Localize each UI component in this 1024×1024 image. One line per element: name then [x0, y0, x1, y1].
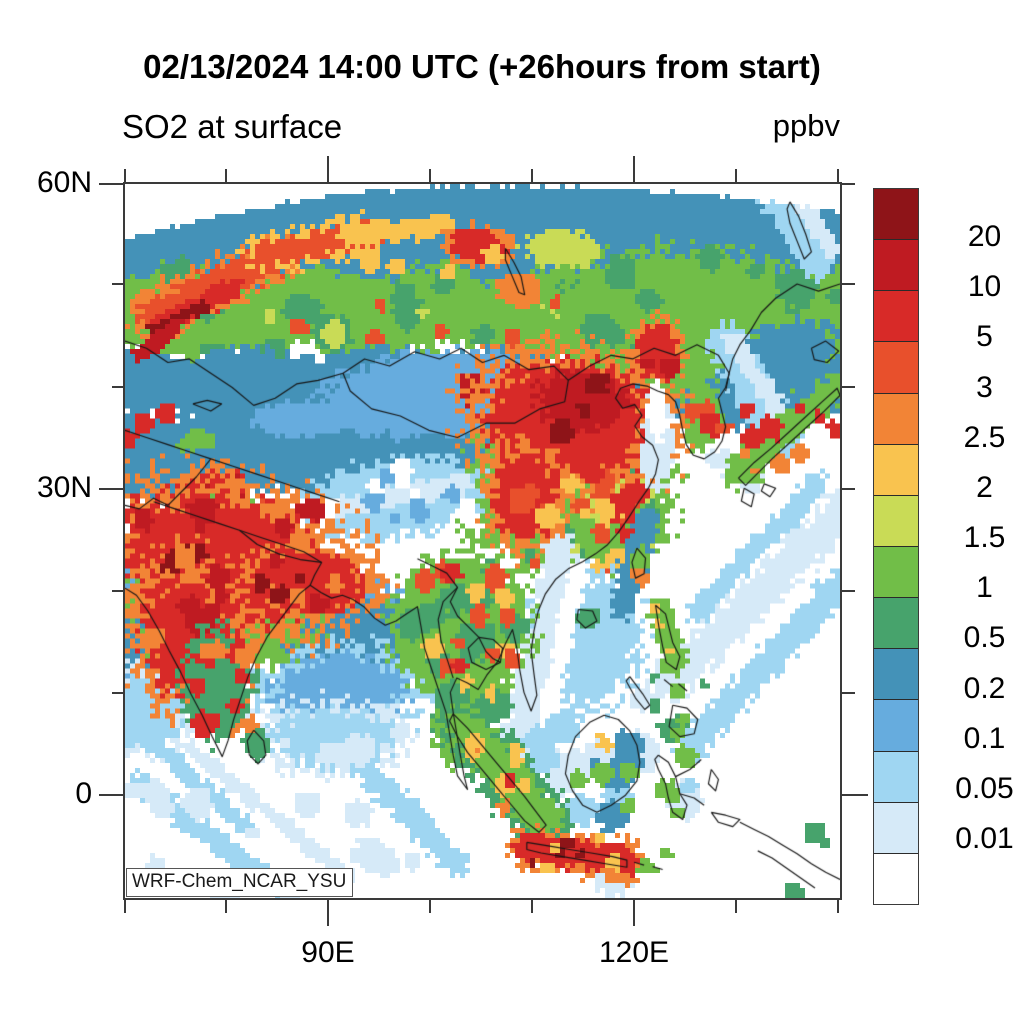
colorbar-segment	[874, 852, 918, 904]
lat-label-60n: 60N	[36, 166, 92, 199]
colorbar-label-0.5: 0.5	[963, 621, 1006, 655]
map-frame: WRF-Chem_NCAR_YSU	[123, 182, 842, 900]
colorbar-segment	[874, 189, 918, 240]
colorbar-segment	[874, 443, 918, 495]
colorbar-label-10: 10	[967, 270, 1002, 304]
bottom-axis-tick	[837, 900, 839, 913]
top-axis-tick	[837, 169, 839, 182]
variable-label: SO2 at surface	[122, 108, 343, 145]
right-axis-tick	[842, 183, 855, 185]
bottom-axis-tick	[633, 900, 635, 926]
model-watermark: WRF-Chem_NCAR_YSU	[126, 868, 354, 897]
colorbar-label-0.01: 0.01	[955, 821, 1014, 855]
left-axis-tick	[112, 283, 125, 285]
colorbar-label-2: 2	[976, 470, 993, 504]
colorbar-segment	[874, 801, 918, 853]
left-axis-tick	[112, 692, 125, 694]
left-axis-tick	[112, 386, 125, 388]
colorbar-segment	[874, 597, 918, 649]
colorbar-segment	[874, 392, 918, 444]
lon-label-120e: 120E	[598, 936, 670, 969]
colorbar-segment	[874, 545, 918, 598]
bottom-axis-tick	[531, 900, 533, 913]
bottom-axis-tick	[225, 900, 227, 913]
colorbar-label-1: 1	[976, 571, 993, 605]
lat-label-30n: 30N	[36, 471, 92, 504]
colorbar-label-20: 20	[967, 220, 1002, 254]
colorbar-segment	[874, 648, 918, 700]
left-axis-tick	[99, 794, 125, 796]
left-axis-tick	[112, 590, 125, 592]
colorbar-label-0.2: 0.2	[963, 671, 1006, 705]
units-label: ppbv	[772, 108, 840, 143]
lat-label-0: 0	[75, 777, 92, 810]
top-axis-tick	[124, 169, 126, 182]
colorbar-label-1.5: 1.5	[963, 521, 1006, 555]
colorbar-label-0.05: 0.05	[955, 771, 1014, 805]
top-axis-tick	[531, 169, 533, 182]
plot-title: 02/13/2024 14:00 UTC (+26hours from star…	[143, 48, 821, 85]
top-axis-tick	[225, 169, 227, 182]
colorbar-label-0.1: 0.1	[963, 721, 1006, 755]
top-axis-tick	[735, 169, 737, 182]
lon-label-90e: 90E	[301, 936, 355, 969]
left-axis-tick	[99, 488, 125, 490]
bottom-axis-tick	[429, 900, 431, 913]
colorbar-segment	[874, 494, 918, 546]
colorbar-segment	[874, 290, 918, 342]
top-axis-tick	[633, 156, 635, 182]
right-axis-tick	[842, 590, 855, 592]
bottom-axis-tick	[327, 900, 329, 926]
bottom-axis-tick	[124, 900, 126, 913]
top-axis-tick	[327, 156, 329, 182]
colorbar	[873, 188, 919, 905]
right-axis-tick	[842, 386, 855, 388]
right-axis-tick	[842, 488, 855, 490]
right-axis-tick	[842, 794, 868, 796]
colorbar-segment	[874, 239, 918, 291]
bottom-axis-tick	[735, 900, 737, 913]
colorbar-label-2.5: 2.5	[963, 420, 1006, 454]
colorbar-label-5: 5	[976, 320, 993, 354]
right-axis-tick	[842, 283, 855, 285]
colorbar-segment	[874, 341, 918, 393]
colorbar-label-3: 3	[976, 370, 993, 404]
right-axis-tick	[842, 692, 855, 694]
left-axis-tick	[99, 183, 125, 185]
top-axis-tick	[429, 169, 431, 182]
colorbar-segment	[874, 750, 918, 802]
coastlines-overlay	[125, 184, 840, 898]
colorbar-segment	[874, 699, 918, 751]
